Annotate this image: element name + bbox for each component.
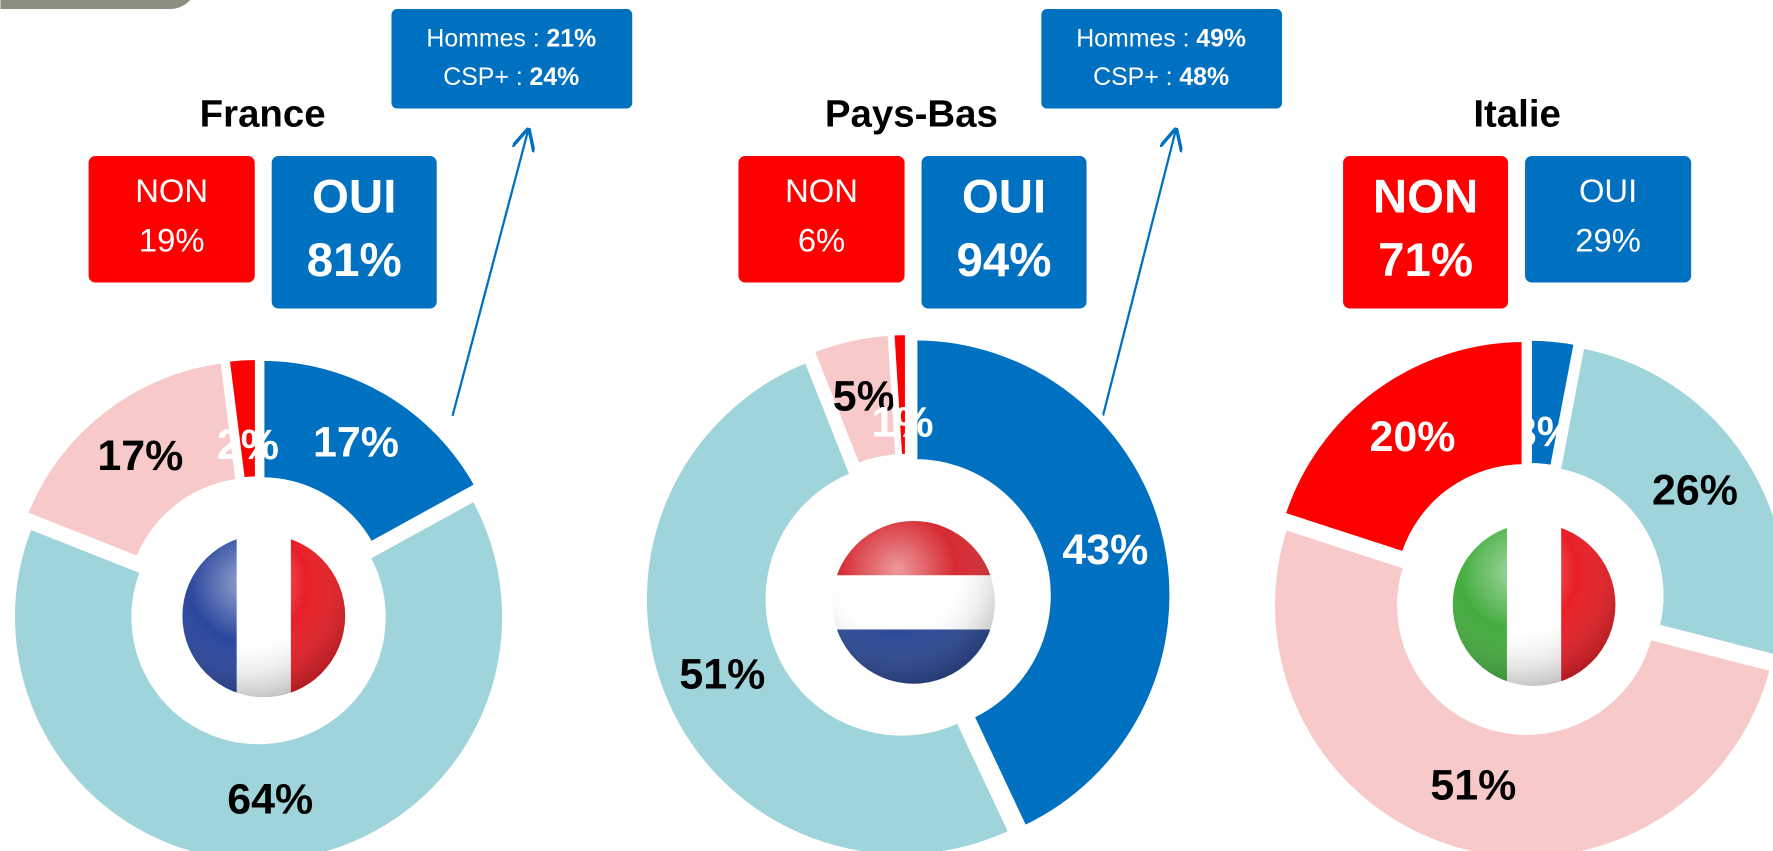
callout-line: CSP+ : 24% bbox=[443, 63, 579, 91]
callout-box bbox=[1041, 9, 1283, 109]
donut-segment bbox=[9, 494, 508, 851]
callout-label: CSP+ : bbox=[1093, 63, 1172, 91]
donut-segment bbox=[223, 354, 261, 484]
donut-segment bbox=[1279, 336, 1528, 558]
summary-box bbox=[921, 155, 1087, 309]
callout-label: CSP+ : bbox=[443, 63, 522, 91]
summary-label: OUI bbox=[1579, 172, 1637, 209]
data-label: 64% bbox=[227, 775, 313, 823]
flag-gloss bbox=[832, 520, 995, 684]
donut-segment bbox=[911, 334, 1176, 833]
summary-label: OUI bbox=[312, 171, 396, 224]
data-label: 17% bbox=[313, 418, 399, 466]
callout-label: Hommes : bbox=[426, 24, 539, 52]
flag bbox=[182, 534, 346, 698]
flag-gloss bbox=[1452, 523, 1616, 686]
summary-box bbox=[1525, 155, 1692, 283]
summary-value: 94% bbox=[957, 234, 1052, 287]
summary-label: NON bbox=[785, 172, 858, 209]
chart-title: Italie bbox=[1473, 93, 1561, 136]
summary-box bbox=[271, 155, 437, 309]
summary-value: 71% bbox=[1378, 234, 1473, 287]
donut-segment bbox=[1554, 342, 1773, 660]
chart-title: Pays-Bas bbox=[825, 93, 998, 136]
data-label: 1% bbox=[872, 398, 934, 446]
callout-line: Hommes :49% bbox=[1076, 24, 1246, 52]
data-label: 51% bbox=[679, 650, 765, 698]
callout-line: CSP+ :48% bbox=[1093, 63, 1229, 91]
data-label: 2% bbox=[217, 421, 279, 469]
donut-segment bbox=[1526, 335, 1581, 472]
summary-label: NON bbox=[135, 172, 208, 209]
data-label: 43% bbox=[1062, 526, 1148, 574]
summary-value: 6% bbox=[798, 222, 845, 259]
summary-box bbox=[738, 155, 905, 283]
summary-label: NON bbox=[1373, 171, 1478, 224]
flag bbox=[832, 520, 995, 684]
donut-segment bbox=[1269, 523, 1773, 851]
callout-value: 49% bbox=[1196, 24, 1246, 52]
donut-segment bbox=[888, 329, 911, 460]
callout-arrow bbox=[451, 130, 529, 417]
data-label: 5% bbox=[833, 373, 895, 421]
chart-title: France bbox=[200, 93, 326, 136]
summary-value: 19% bbox=[139, 222, 205, 259]
callout-box bbox=[391, 9, 633, 109]
data-label: 20% bbox=[1370, 413, 1456, 461]
callout-value: 48% bbox=[1179, 63, 1229, 91]
summary-box bbox=[1343, 155, 1509, 309]
callout-arrow bbox=[1101, 130, 1175, 419]
callout-label: Hommes : bbox=[1076, 24, 1189, 52]
callout-value: 24% bbox=[530, 63, 580, 91]
callout-value: 21% bbox=[546, 24, 596, 52]
summary-label: OUI bbox=[962, 171, 1046, 224]
summary-value: 29% bbox=[1575, 222, 1641, 259]
summary-value: 81% bbox=[307, 234, 402, 287]
cropped-image bbox=[0, 0, 191, 10]
flag-gloss bbox=[182, 534, 346, 698]
donut-segment bbox=[21, 357, 242, 563]
data-label: 26% bbox=[1652, 467, 1738, 515]
callout-line: Hommes :21% bbox=[426, 24, 596, 52]
flag bbox=[1452, 523, 1616, 686]
data-label: 51% bbox=[1430, 762, 1516, 810]
data-label: 17% bbox=[97, 432, 183, 480]
donut-segment bbox=[258, 355, 482, 549]
summary-box bbox=[88, 155, 255, 283]
donut-segment bbox=[641, 356, 1016, 851]
